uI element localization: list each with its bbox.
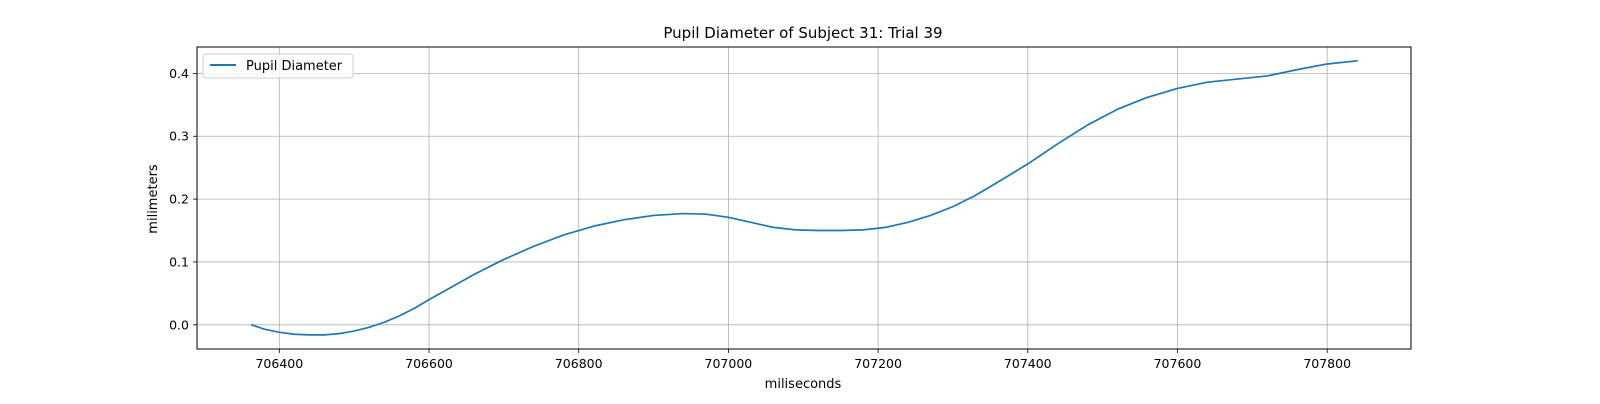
- x-tick-label: 706400: [255, 356, 303, 371]
- y-axis-label: milimeters: [146, 164, 161, 234]
- tick-layer: 706400 706600 706800 707000 707200 707400 7076…: [169, 66, 1351, 371]
- x-tick-label: 707800: [1303, 356, 1351, 371]
- y-tick-label: 0.4: [169, 66, 189, 81]
- y-tick-label: 0.2: [169, 192, 189, 207]
- x-tick-label: 707600: [1154, 356, 1202, 371]
- chart-title: Pupil Diameter of Subject 31: Trial 39: [663, 24, 942, 42]
- series-layer: [250, 59, 1358, 336]
- grid-lines: [197, 47, 1411, 349]
- y-tick-label: 0.0: [169, 317, 189, 332]
- x-tick-label: 707400: [1004, 356, 1052, 371]
- x-tick-label: 706600: [405, 356, 453, 371]
- y-tick-label: 0.1: [169, 254, 189, 269]
- legend-entry-label: Pupil Diameter: [246, 59, 343, 74]
- legend: Pupil Diameter: [202, 53, 354, 79]
- x-tick-label: 706800: [555, 356, 603, 371]
- x-tick-label: 707200: [854, 356, 902, 371]
- y-tick-label: 0.3: [169, 129, 189, 144]
- x-tick-label: 707000: [705, 356, 753, 371]
- x-axis-label: miliseconds: [765, 377, 842, 392]
- series-line-pupil-diameter: [250, 59, 1358, 336]
- legend-box: [202, 53, 354, 79]
- plot-frame: [196, 46, 1412, 350]
